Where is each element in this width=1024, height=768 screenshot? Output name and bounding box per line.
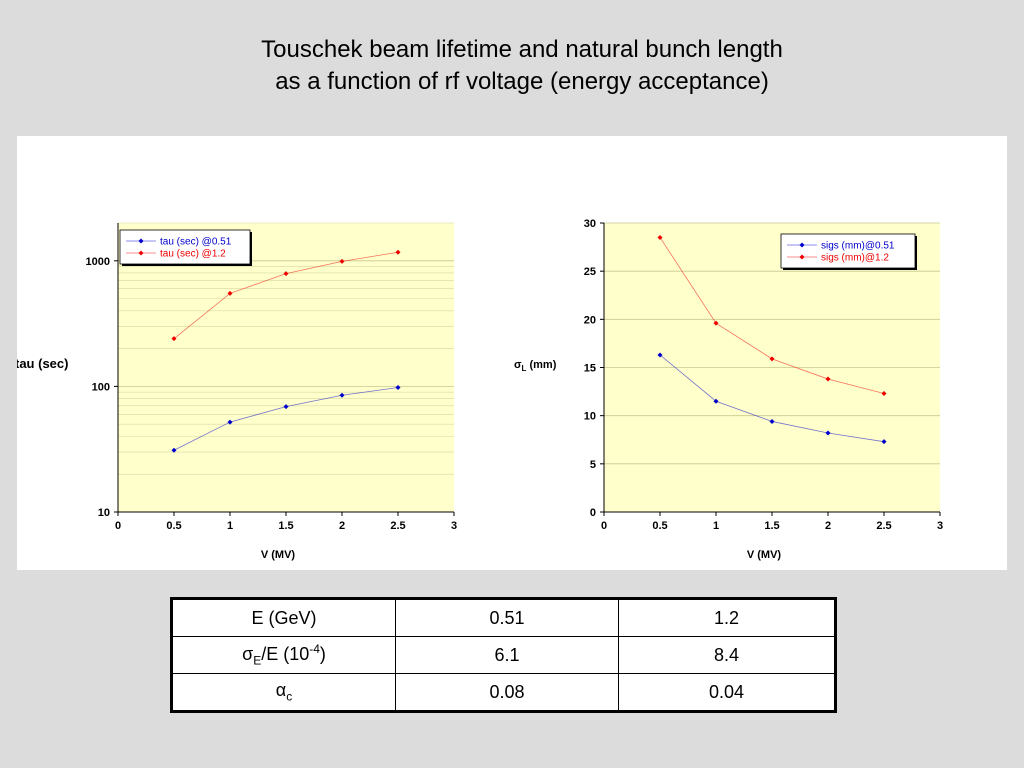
data-point bbox=[881, 439, 887, 445]
y-axis-label: σL (mm) bbox=[514, 359, 557, 373]
data-point bbox=[657, 352, 663, 358]
x-tick-label: 2.5 bbox=[876, 520, 891, 532]
parameter-table: E (GeV) 0.51 1.2 σE/E (10-4) 6.1 8.4 αc … bbox=[170, 597, 837, 713]
chart-panel: 0 0.5 1 1.5 2 2.5 3 10 100 1000 V (MV) tau (sec) tau… bbox=[15, 136, 1007, 570]
y-tick-label: 100 bbox=[92, 381, 110, 393]
legend-box bbox=[780, 233, 916, 269]
table-cell-spread-label: σE/E (10-4) bbox=[171, 636, 396, 674]
table-cell-energy-label: E (GeV) bbox=[171, 598, 396, 637]
table-cell-alpha-1: 0.04 bbox=[618, 673, 836, 712]
legend-marker bbox=[138, 238, 144, 244]
legend-marker bbox=[799, 242, 805, 248]
x-tick-label: 1.5 bbox=[278, 520, 293, 532]
x-tick-label: 2 bbox=[339, 520, 345, 532]
data-point bbox=[171, 336, 177, 342]
x-tick-label: 0 bbox=[115, 520, 121, 532]
table-row: σE/E (10-4) 6.1 8.4 bbox=[171, 636, 836, 674]
y-tick-label: 1000 bbox=[86, 256, 110, 268]
x-tick-label: 3 bbox=[451, 520, 457, 532]
legend-label: tau (sec) @1.2 bbox=[160, 249, 226, 260]
legend-marker bbox=[799, 254, 805, 260]
x-tick-label: 2.5 bbox=[390, 520, 405, 532]
x-tick-label: 1.5 bbox=[764, 520, 779, 532]
data-point bbox=[395, 249, 401, 255]
legend-box bbox=[119, 229, 251, 265]
y-tick-label: 30 bbox=[584, 218, 596, 230]
data-point bbox=[395, 385, 401, 391]
data-point bbox=[825, 430, 831, 436]
data-point bbox=[227, 419, 233, 425]
y-tick-label: 25 bbox=[584, 266, 596, 278]
legend-label: sigs (mm)@0.51 bbox=[821, 241, 895, 252]
title-line-2: as a function of rf voltage (energy acce… bbox=[275, 68, 769, 95]
data-point bbox=[881, 391, 887, 397]
x-tick-label: 1 bbox=[227, 520, 233, 532]
table-cell-alpha-0: 0.08 bbox=[395, 673, 619, 712]
y-tick-label: 20 bbox=[584, 314, 596, 326]
table-cell-energy-0: 0.51 bbox=[395, 598, 619, 637]
x-tick-label: 2 bbox=[825, 520, 831, 532]
table-cell-spread-1: 8.4 bbox=[618, 636, 836, 674]
x-tick-label: 0.5 bbox=[166, 520, 181, 532]
x-axis-label: V (MV) bbox=[261, 549, 296, 561]
table-cell-energy-1: 1.2 bbox=[618, 598, 836, 637]
data-point bbox=[713, 320, 719, 326]
y-axis-label: tau (sec) bbox=[17, 356, 68, 371]
data-point bbox=[283, 271, 289, 277]
x-tick-label: 0.5 bbox=[652, 520, 667, 532]
data-point bbox=[825, 376, 831, 382]
legend-label: sigs (mm)@1.2 bbox=[821, 253, 889, 264]
y-tick-label: 10 bbox=[98, 507, 110, 519]
table-cell-alpha-label: αc bbox=[171, 673, 396, 712]
data-point bbox=[713, 398, 719, 404]
data-point bbox=[339, 258, 345, 264]
title-line-1: Touschek beam lifetime and natural bunch… bbox=[261, 36, 783, 63]
table-row: αc 0.08 0.04 bbox=[171, 673, 836, 712]
x-axis-label: V (MV) bbox=[747, 549, 782, 561]
data-point bbox=[769, 356, 775, 362]
chart-1: 0 0.5 1 1.5 2 2.5 3 10 100 1000 V (MV) tau (sec) tau… bbox=[15, 222, 457, 561]
table-row: E (GeV) 0.51 1.2 bbox=[171, 598, 836, 637]
data-point bbox=[657, 234, 663, 240]
legend-marker bbox=[138, 250, 144, 256]
y-tick-label: 15 bbox=[584, 363, 596, 375]
y-tick-label: 5 bbox=[590, 459, 596, 471]
data-point bbox=[227, 290, 233, 296]
data-point bbox=[339, 392, 345, 398]
data-point bbox=[283, 404, 289, 410]
y-tick-label: 0 bbox=[590, 507, 596, 519]
x-tick-label: 3 bbox=[937, 520, 943, 532]
y-tick-label: 10 bbox=[584, 411, 596, 423]
x-tick-label: 0 bbox=[601, 520, 607, 532]
data-point bbox=[171, 447, 177, 453]
table-cell-spread-0: 6.1 bbox=[395, 636, 619, 674]
slide-title: Touschek beam lifetime and natural bunch… bbox=[0, 34, 1024, 98]
legend-label: tau (sec) @0.51 bbox=[160, 237, 232, 248]
data-point bbox=[769, 418, 775, 424]
x-tick-label: 1 bbox=[713, 520, 719, 532]
